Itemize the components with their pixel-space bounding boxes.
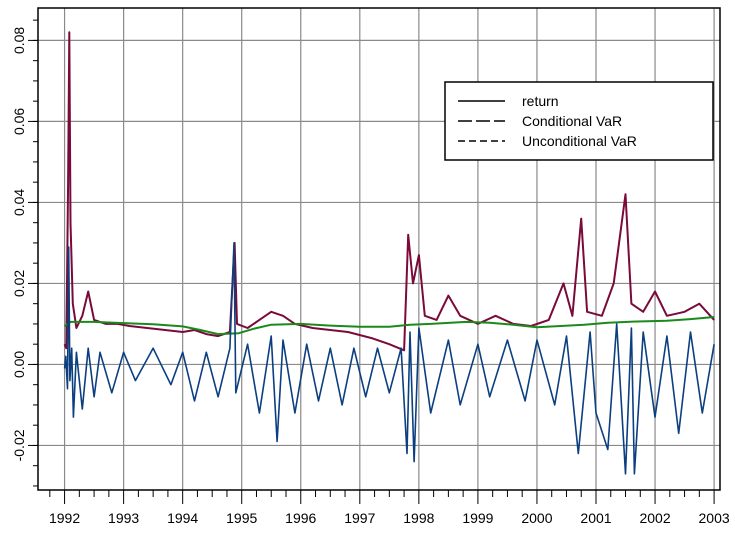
legend-box — [444, 81, 714, 161]
legend-label-return: return — [522, 93, 559, 109]
x-tick-label: 1994 — [167, 510, 198, 526]
series-line-return — [63, 242, 715, 475]
legend: return Conditional VaR Unconditional VaR — [444, 81, 714, 161]
x-tick-label: 2001 — [580, 510, 611, 526]
x-tick-label: 2003 — [699, 510, 730, 526]
legend-label-unconditional-var: Unconditional VaR — [522, 133, 637, 149]
x-tick-label: 1995 — [226, 510, 257, 526]
x-tick-label: 1996 — [285, 510, 316, 526]
series-line-unconditional-var — [64, 316, 715, 336]
y-tick-label: 0.00 — [11, 351, 27, 378]
y-tick-label: 0.06 — [11, 108, 27, 135]
y-tick-label: 0.04 — [11, 189, 27, 216]
x-tick-label: 2000 — [521, 510, 552, 526]
y-tick-label: -0.02 — [11, 429, 27, 461]
x-tick-label: 1993 — [108, 510, 139, 526]
y-tick-label: 0.02 — [11, 270, 27, 297]
x-tick-label: 1999 — [462, 510, 493, 526]
x-tick-label: 2002 — [639, 510, 670, 526]
plot-frame — [37, 7, 721, 491]
axes: 1992 1993 1994 1995 1996 1997 1998 1999 2000 2001… — [11, 19, 730, 526]
series-layer — [63, 31, 715, 475]
x-tick-label: 1992 — [49, 510, 80, 526]
x-tick-label: 1998 — [403, 510, 434, 526]
x-tick-label: 1997 — [344, 510, 375, 526]
y-tick-label: 0.08 — [11, 27, 27, 54]
series-line-conditional-var — [63, 31, 715, 352]
legend-label-conditional-var: Conditional VaR — [522, 113, 622, 129]
